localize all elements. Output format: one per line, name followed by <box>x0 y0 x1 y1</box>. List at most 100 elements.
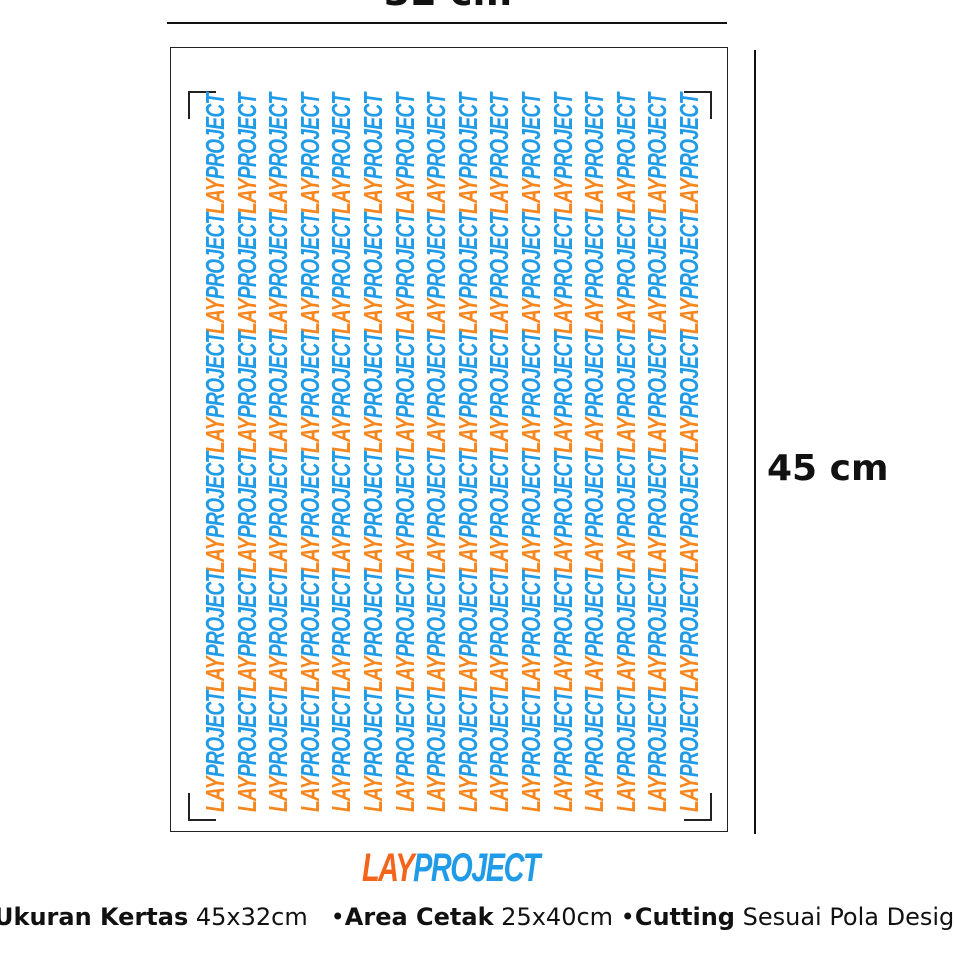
sticker-logo: LAYPROJECT <box>200 93 230 214</box>
sticker-logo: LAYPROJECT <box>358 93 388 214</box>
sticker-logo: LAYPROJECT <box>484 690 515 812</box>
sticker-logo: LAYPROJECT <box>326 212 357 334</box>
spec-print-area: •Area Cetak 25x40cm <box>330 903 614 931</box>
sticker-logo: LAYPROJECT <box>674 332 704 453</box>
sticker-logo: LAYPROJECT <box>484 571 515 692</box>
sticker-logo: LAYPROJECT <box>294 690 325 812</box>
sticker-logo: LAYPROJECT <box>547 690 578 812</box>
sticker-logo: LAYPROJECT <box>200 451 230 573</box>
sticker-logo: LAYPROJECT <box>579 93 610 214</box>
sticker-logo: LAYPROJECT <box>421 571 452 692</box>
sticker-logo: LAYPROJECT <box>389 571 420 692</box>
crop-mark-bottom-right <box>684 793 712 821</box>
sticker-logo: LAYPROJECT <box>358 332 388 453</box>
sticker-logo: LAYPROJECT <box>421 690 452 812</box>
sticker-logo: LAYPROJECT <box>516 451 546 573</box>
sticker-logo: LAYPROJECT <box>358 690 388 812</box>
sticker-logo: LAYPROJECT <box>579 451 610 573</box>
sticker-logo: LAYPROJECT <box>231 451 262 573</box>
sticker-logo: LAYPROJECT <box>326 571 357 692</box>
sticker-logo: LAYPROJECT <box>231 332 262 453</box>
sticker-logo: LAYPROJECT <box>358 571 388 692</box>
sticker-logo: LAYPROJECT <box>231 690 262 812</box>
sticker-logo: LAYPROJECT <box>389 332 420 453</box>
sticker-sheet: LAYPROJECT LAYPROJECT LAYPROJECT LAYPROJECT… <box>170 47 728 832</box>
sticker-logo: LAYPROJECT <box>484 93 515 214</box>
sticker-logo: LAYPROJECT <box>610 451 641 573</box>
sticker-logo: LAYPROJECT <box>326 93 357 214</box>
sticker-logo: LAYPROJECT <box>200 690 230 812</box>
sticker-logo: LAYPROJECT <box>326 451 357 573</box>
sticker-logo: LAYPROJECT <box>452 212 483 334</box>
sticker-logo: LAYPROJECT <box>674 690 704 812</box>
sticker-logo: LAYPROJECT <box>263 93 294 214</box>
height-dimension-line <box>754 50 756 834</box>
sticker-logo: LAYPROJECT <box>294 571 325 692</box>
sticker-logo: LAYPROJECT <box>263 571 294 692</box>
sticker-logo: LAYPROJECT <box>421 212 452 334</box>
sticker-logo: LAYPROJECT <box>231 571 262 692</box>
sticker-logo: LAYPROJECT <box>421 332 452 453</box>
sticker-logo: LAYPROJECT <box>516 690 546 812</box>
sticker-logo: LAYPROJECT <box>610 571 641 692</box>
sticker-logo: LAYPROJECT <box>642 332 673 453</box>
sticker-logo: LAYPROJECT <box>389 93 420 214</box>
sticker-logo: LAYPROJECT <box>547 93 578 214</box>
width-dimension-label: 32 cm <box>298 0 598 14</box>
sticker-logo: LAYPROJECT <box>674 571 704 692</box>
height-dimension-label: 45 cm <box>767 448 889 489</box>
crop-mark-top-left <box>188 91 216 119</box>
sticker-logo: LAYPROJECT <box>263 451 294 573</box>
sticker-logo: LAYPROJECT <box>452 690 483 812</box>
sticker-logo: LAYPROJECT <box>389 690 420 812</box>
sticker-logo: LAYPROJECT <box>231 212 262 334</box>
sticker-logo: LAYPROJECT <box>484 451 515 573</box>
sticker-logo: LAYPROJECT <box>263 690 294 812</box>
sticker-logo: LAYPROJECT <box>421 93 452 214</box>
sticker-logo: LAYPROJECT <box>294 332 325 453</box>
sticker-logo: LAYPROJECT <box>579 332 610 453</box>
sticker-logo: LAYPROJECT <box>231 93 262 214</box>
spec-cutting: •Cutting Sesuai Pola Design <box>620 903 954 931</box>
sticker-logo: LAYPROJECT <box>452 571 483 692</box>
crop-mark-bottom-left <box>188 793 216 821</box>
sticker-logo: LAYPROJECT <box>452 332 483 453</box>
sticker-logo: LAYPROJECT <box>263 332 294 453</box>
sticker-logo: LAYPROJECT <box>547 571 578 692</box>
sticker-logo: LAYPROJECT <box>200 332 230 453</box>
sticker-logo: LAYPROJECT <box>358 451 388 573</box>
sticker-logo: LAYPROJECT <box>579 212 610 334</box>
crop-mark-top-right <box>684 91 712 119</box>
sticker-logo: LAYPROJECT <box>200 212 230 334</box>
sticker-logo: LAYPROJECT <box>326 690 357 812</box>
sticker-logo: LAYPROJECT <box>484 332 515 453</box>
sticker-logo: LAYPROJECT <box>642 571 673 692</box>
spec-paper-size: Ukuran Kertas 45x32cm <box>0 903 308 931</box>
sticker-logo: LAYPROJECT <box>263 212 294 334</box>
sticker-logo: LAYPROJECT <box>547 451 578 573</box>
sticker-logo: LAYPROJECT <box>610 212 641 334</box>
brand-logo: LAYPROJECT <box>362 846 608 891</box>
sticker-logo: LAYPROJECT <box>516 93 546 214</box>
sticker-logo: LAYPROJECT <box>642 212 673 334</box>
sticker-logo: LAYPROJECT <box>642 93 673 214</box>
sticker-logo: LAYPROJECT <box>547 212 578 334</box>
brand-logo-lay: LAY <box>362 846 415 890</box>
brand-logo-project: PROJECT <box>413 846 540 890</box>
sticker-logo: LAYPROJECT <box>452 93 483 214</box>
sticker-logo: LAYPROJECT <box>294 451 325 573</box>
sticker-logo: LAYPROJECT <box>326 332 357 453</box>
sticker-logo: LAYPROJECT <box>610 690 641 812</box>
sticker-logo: LAYPROJECT <box>200 571 230 692</box>
sticker-logo: LAYPROJECT <box>674 212 704 334</box>
sticker-logo: LAYPROJECT <box>516 332 546 453</box>
sticker-logo: LAYPROJECT <box>674 93 704 214</box>
sticker-logo: LAYPROJECT <box>294 93 325 214</box>
sticker-logo: LAYPROJECT <box>421 451 452 573</box>
sticker-logo: LAYPROJECT <box>610 332 641 453</box>
sticker-logo: LAYPROJECT <box>547 332 578 453</box>
sticker-logo: LAYPROJECT <box>452 451 483 573</box>
specs-footer: Ukuran Kertas 45x32cm •Area Cetak 25x40c… <box>0 903 954 931</box>
sticker-logo: LAYPROJECT <box>674 451 704 573</box>
sticker-logo: LAYPROJECT <box>516 571 546 692</box>
